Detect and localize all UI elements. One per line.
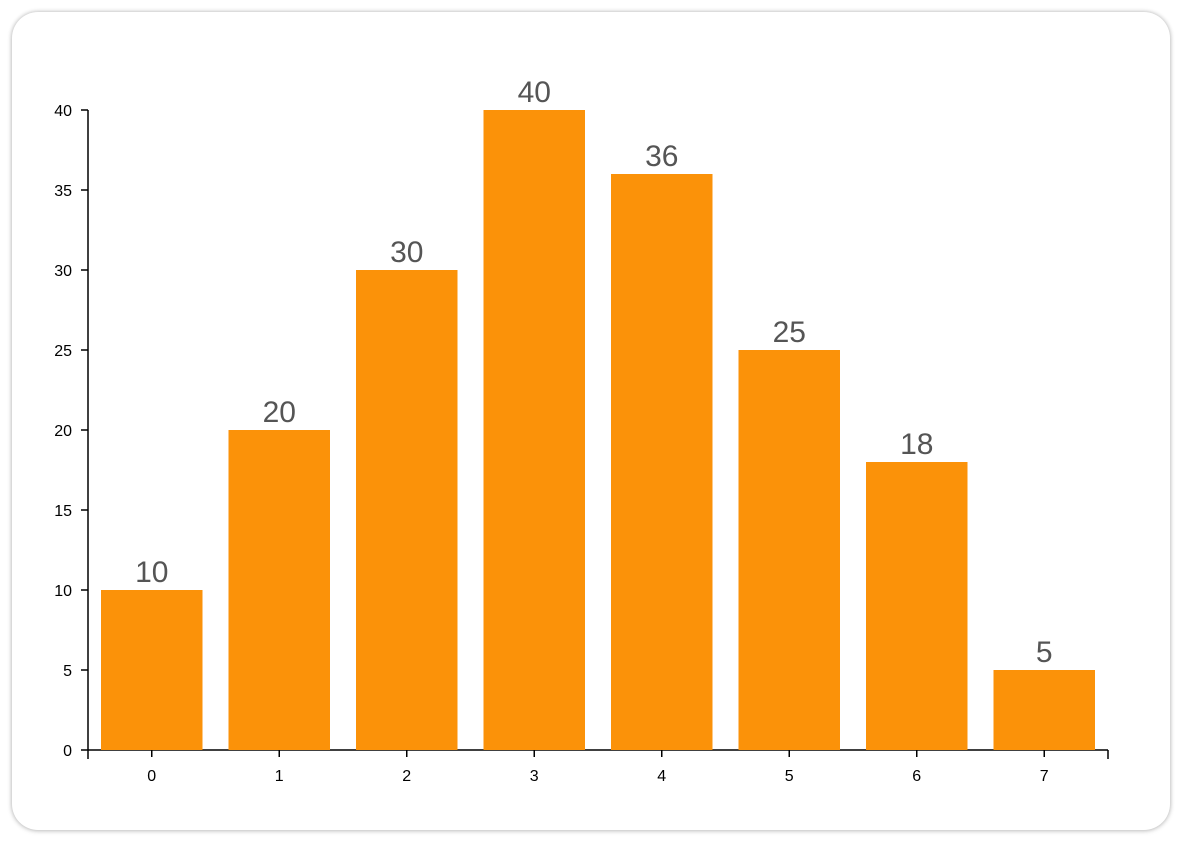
bar [101, 590, 203, 750]
bar [611, 174, 713, 750]
y-tick-label: 15 [54, 503, 72, 520]
y-tick-label: 5 [63, 663, 72, 680]
y-tick-label: 35 [54, 183, 72, 200]
bar [356, 270, 458, 750]
x-tick-label: 1 [275, 768, 284, 785]
bar [228, 430, 330, 750]
data-label: 18 [900, 428, 933, 461]
data-label: 40 [518, 76, 551, 109]
x-tick-label: 5 [785, 768, 794, 785]
data-label: 20 [263, 396, 296, 429]
data-labels: 10 20 30 40 36 25 18 5 [135, 76, 1053, 669]
data-label: 25 [773, 316, 806, 349]
x-tick-label: 6 [912, 768, 921, 785]
y-tick-label: 30 [54, 263, 72, 280]
x-axis: 0 1 2 3 4 5 6 7 [87, 749, 1109, 785]
y-tick-label: 25 [54, 343, 72, 360]
bar [993, 670, 1095, 750]
data-label: 5 [1036, 636, 1053, 669]
y-tick-label: 0 [63, 743, 72, 760]
y-tick-label: 10 [54, 583, 72, 600]
y-axis: 0 5 10 15 20 25 30 35 40 [54, 103, 89, 760]
bars [101, 110, 1095, 750]
x-tick-label: 4 [657, 768, 666, 785]
bar [483, 110, 585, 750]
x-tick-label: 0 [147, 768, 156, 785]
data-label: 30 [390, 236, 423, 269]
data-label: 10 [135, 556, 168, 589]
data-label: 36 [645, 140, 678, 173]
y-tick-label: 20 [54, 423, 72, 440]
chart-card [12, 12, 1170, 830]
x-tick-label: 2 [402, 768, 411, 785]
y-tick-label: 40 [54, 103, 72, 120]
x-tick-label: 7 [1040, 768, 1049, 785]
bar [738, 350, 840, 750]
x-tick-label: 3 [530, 768, 539, 785]
bar [866, 462, 968, 750]
